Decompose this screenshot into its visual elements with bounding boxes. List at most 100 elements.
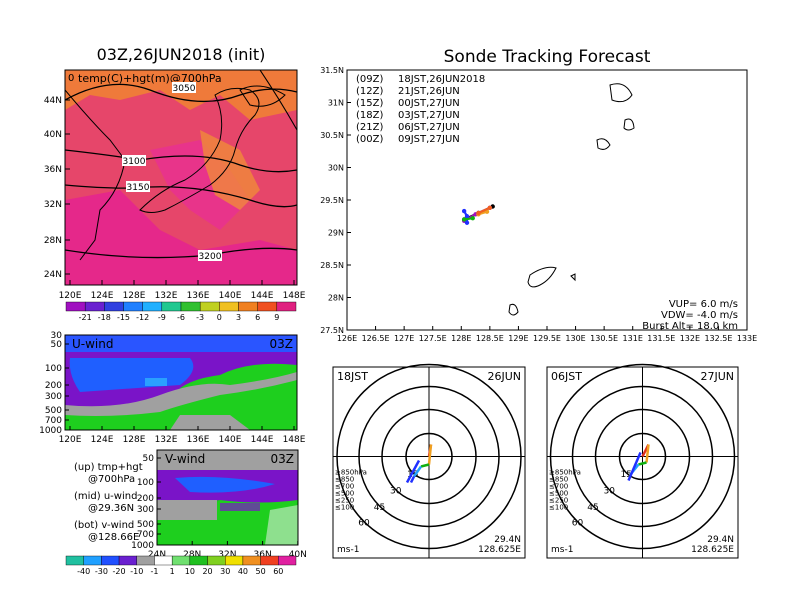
u-lon-tick: 148E <box>283 435 306 445</box>
temp-map-panel: 0 temp(C)+hgt(m)@700hPa 3050 3100 3150 3… <box>44 69 306 301</box>
u-pressure-tick: 700 <box>45 416 62 426</box>
level-label: ≤100 <box>549 504 568 512</box>
colorbar-cell <box>84 301 105 312</box>
colorbar-cell <box>65 301 86 312</box>
level-label: ≤100 <box>335 504 354 512</box>
v-lat-tick: 28N <box>183 550 201 560</box>
v-lat-tick: 36N <box>254 550 272 560</box>
level-label: ≤850 <box>335 476 354 484</box>
note-mid-1: (mid) u-wind <box>74 491 137 502</box>
note-up-1: (up) tmp+hgt <box>74 462 143 473</box>
track-lon-tick: 126E <box>337 334 357 343</box>
track-point <box>476 210 481 216</box>
level-label: ≤700 <box>335 483 354 491</box>
colorbar-cell <box>142 301 163 312</box>
level-label: ≥850hPa <box>335 469 367 477</box>
hodo-lat: 29.4N <box>494 535 521 545</box>
legend-text: 09JST,27JUN <box>398 134 460 145</box>
level-label: ≤850 <box>549 476 568 484</box>
track-lon-tick: 127E <box>394 334 414 343</box>
hodo-time: 18JST <box>337 370 368 383</box>
u-lon-tick: 140E <box>219 435 242 445</box>
hodo-lon: 128.625E <box>478 545 521 555</box>
contour-3050 <box>65 83 297 103</box>
temp-colorbar-label: -3 <box>196 313 204 322</box>
temp-pink-zone <box>150 140 250 230</box>
hodo-segment <box>645 444 650 463</box>
legend-code: (12Z) <box>356 86 383 97</box>
colorbar-cell <box>207 555 226 566</box>
v-grey-low <box>157 500 217 520</box>
track-lat-tick: 29N <box>328 229 344 238</box>
temp-lon-tick: 120E <box>59 291 82 301</box>
colorbar-cell <box>83 555 102 566</box>
temp-colorbar-label: -12 <box>136 313 149 322</box>
u-lon-tick: 136E <box>187 435 210 445</box>
v-lat-ticks: 24N 28N 32N 36N 40N <box>148 541 307 560</box>
temp-lon-tick: 140E <box>219 291 242 301</box>
track-lat-tick: 31.5N <box>320 66 344 75</box>
level-label: ≤700 <box>549 483 568 491</box>
hodo-time: 06JST <box>551 370 582 383</box>
u-wind-frame <box>64 334 298 431</box>
hodo-date: 27JUN <box>700 370 734 383</box>
legend-code: (21Z) <box>356 122 383 133</box>
v-blue-zone <box>175 476 275 493</box>
colorbar-cell <box>278 555 297 566</box>
hodo-segment <box>409 475 416 484</box>
colorbar-cell <box>180 301 201 312</box>
contour-3150 <box>65 184 297 208</box>
temp-lon-tick: 128E <box>123 291 146 301</box>
coast-hokkaido <box>239 85 286 107</box>
ring-label: 60 <box>358 519 370 529</box>
v-light-green <box>265 505 298 545</box>
info-vdw: VDW= -4.0 m/s <box>661 310 738 321</box>
hodo-unit: ms-1 <box>337 545 359 555</box>
hodo-segment <box>627 452 642 481</box>
temp-colorbar: -21 -18 -15 -12 -9 -6 -3 0 3 6 9 <box>65 301 297 322</box>
track-lon-tick: 131.5E <box>647 334 675 343</box>
hodo-lat: 29.4N <box>707 535 734 545</box>
level-label: ≥850hPa <box>549 469 581 477</box>
track-lat-tick: 27.5N <box>320 326 344 335</box>
v-top-band <box>157 450 298 472</box>
temp-colorbar-label: 9 <box>274 313 279 322</box>
contour-label-3100: 3100 <box>123 157 146 167</box>
u-wind-label: U-wind <box>72 337 113 351</box>
track-lon-tick: 126.5E <box>362 334 390 343</box>
u-lon-tick: 128E <box>123 435 146 445</box>
track-lon-tick: 128.5E <box>476 334 504 343</box>
note-bot-2: @128.66E <box>88 532 139 543</box>
colorbar-cell <box>136 555 155 566</box>
u-pressure-tick: 100 <box>45 364 62 374</box>
track-lon-ticks: 126E 126.5E 127E 127.5E 128E 128.5E 129E 129.5E… <box>337 326 757 343</box>
v-pressure-tick: 700 <box>137 530 154 540</box>
track-lat-tick: 29.5N <box>320 196 344 205</box>
temp-lon-tick: 148E <box>283 291 306 301</box>
track-lat-tick: 31N <box>328 99 344 108</box>
ring-label: 45 <box>374 503 385 513</box>
u-pressure-tick: 1000 <box>39 426 62 436</box>
u-pressure-tick: 50 <box>51 340 63 350</box>
legend-code: (15Z) <box>356 98 383 109</box>
level-label: ≤500 <box>335 490 354 498</box>
v-wind-time: 03Z <box>271 452 295 466</box>
colorbar-cell <box>225 555 244 566</box>
v-colorbar-label: 10 <box>185 567 195 576</box>
colorbar-cell <box>189 555 208 566</box>
track-lat-tick: 30N <box>328 164 344 173</box>
hodo-segment <box>427 444 433 465</box>
ring-label: 30 <box>390 487 402 497</box>
temp-lat-tick: 28N <box>44 236 62 246</box>
u-wind-time: 03Z <box>270 337 294 351</box>
u-lon-tick: 124E <box>91 435 114 445</box>
u-pressure-tick: 200 <box>45 381 62 391</box>
temp-colorbar-label: 3 <box>236 313 241 322</box>
v-pressure-tick: 200 <box>137 494 154 504</box>
coast-japan <box>139 87 260 213</box>
track-lon-tick: 129E <box>508 334 528 343</box>
ring-label: 60 <box>572 519 584 529</box>
temp-colorbar-label: -15 <box>117 313 130 322</box>
u-top-band <box>65 335 297 355</box>
